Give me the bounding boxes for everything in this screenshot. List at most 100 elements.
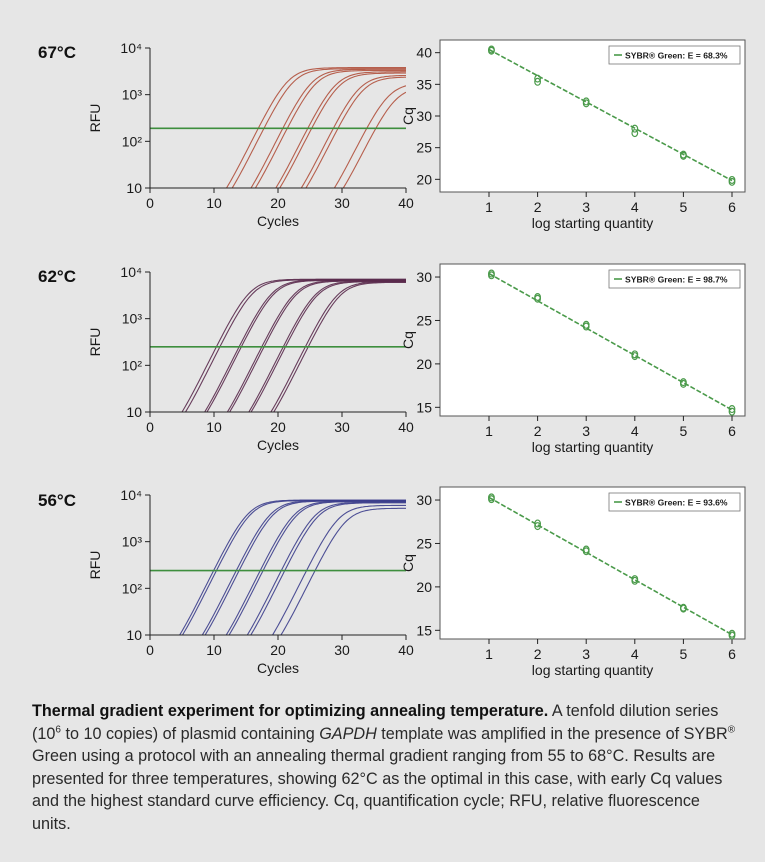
y-tick-label: 30 — [416, 269, 432, 285]
y-axis-label: RFU — [87, 104, 103, 133]
y-tick-label: 10² — [122, 357, 143, 373]
y-tick-label: 20 — [416, 171, 432, 187]
data-point — [488, 495, 495, 504]
temperature-label: 67°C — [38, 43, 76, 62]
x-tick-label: 40 — [398, 195, 414, 211]
y-tick-label: 10² — [122, 580, 143, 596]
y-tick-label: 35 — [416, 76, 432, 92]
caption-exponent: 6 — [55, 724, 61, 736]
x-tick-label: 6 — [728, 199, 736, 215]
x-tick-label: 1 — [485, 646, 493, 662]
y-tick-label: 10³ — [122, 311, 143, 327]
amplification-curve — [204, 279, 406, 412]
amplification-curve — [279, 72, 406, 188]
x-axis-label: log starting quantity — [532, 215, 653, 231]
amplification-curve — [275, 71, 406, 188]
y-tick-label: 25 — [416, 312, 432, 328]
amplification-curves — [181, 278, 406, 412]
x-tick-label: 30 — [334, 642, 350, 658]
data-point — [488, 271, 495, 280]
amplification-curve — [228, 501, 406, 635]
x-tick-label: 40 — [398, 642, 414, 658]
amplification-curve — [273, 281, 406, 412]
x-tick-label: 0 — [146, 419, 154, 435]
x-tick-label: 5 — [680, 646, 688, 662]
data-point — [582, 99, 590, 108]
y-tick-label: 10 — [126, 404, 142, 420]
x-tick-label: 40 — [398, 419, 414, 435]
y-tick-label: 20 — [416, 579, 432, 595]
legend-box — [608, 269, 741, 289]
amplification-curve — [225, 67, 406, 188]
data-point — [631, 352, 639, 361]
x-tick-label: 30 — [334, 419, 350, 435]
y-tick-label: 10⁴ — [120, 487, 142, 503]
data-point — [534, 77, 541, 86]
data-point — [728, 177, 736, 186]
amplification-curve — [250, 281, 406, 412]
x-axis-label: log starting quantity — [532, 662, 653, 678]
x-tick-label: 4 — [631, 199, 639, 215]
amplification-curves — [225, 67, 406, 188]
y-tick-label: 15 — [416, 622, 432, 638]
data-point — [728, 631, 736, 640]
x-tick-label: 2 — [534, 646, 542, 662]
caption-text: Green using a protocol with an annealing… — [32, 747, 723, 833]
standard-curve-fit — [488, 48, 733, 182]
x-tick-label: 3 — [582, 423, 590, 439]
y-tick-label: 25 — [416, 535, 432, 551]
amplification-curve — [250, 502, 406, 635]
amplification-curve — [225, 500, 406, 635]
figure-caption: Thermal gradient experiment for optimizi… — [32, 700, 737, 835]
y-tick-label: 40 — [416, 45, 432, 61]
temperature-label: 62°C — [38, 267, 76, 286]
x-tick-label: 6 — [728, 423, 736, 439]
data-point — [534, 74, 541, 83]
data-point — [534, 522, 541, 531]
x-axis-label: Cycles — [257, 660, 299, 676]
x-tick-label: 20 — [270, 195, 286, 211]
caption-gene: GAPDH — [319, 724, 377, 743]
y-axis-label: RFU — [87, 328, 103, 357]
amplification-curve — [179, 499, 406, 635]
x-tick-label: 3 — [582, 199, 590, 215]
x-tick-label: 20 — [270, 642, 286, 658]
amplification-curve — [254, 69, 406, 188]
x-tick-label: 5 — [680, 199, 688, 215]
amplification-curves — [179, 499, 406, 635]
standard-curve-frame — [439, 263, 746, 417]
x-tick-label: 2 — [534, 199, 542, 215]
y-axis-label: RFU — [87, 551, 103, 580]
y-tick-label: 10² — [122, 133, 143, 149]
caption-text: to 10 copies) of plasmid containing — [60, 724, 320, 743]
data-point — [534, 294, 541, 303]
data-point — [680, 379, 687, 388]
data-point — [582, 322, 590, 331]
x-tick-label: 20 — [270, 419, 286, 435]
y-tick-label: 10 — [126, 627, 142, 643]
amplification-curve — [342, 91, 406, 188]
x-tick-label: 2 — [534, 423, 542, 439]
caption-title: Thermal gradient experiment for optimizi… — [32, 702, 549, 720]
x-tick-label: 4 — [631, 646, 639, 662]
amplification-curve — [246, 501, 406, 635]
amplification-curve — [300, 74, 406, 188]
amplification-curve — [181, 278, 406, 412]
y-tick-label: 10⁴ — [120, 264, 142, 280]
y-axis-label: Cq — [400, 554, 416, 572]
temperature-label: 56°C — [38, 491, 76, 510]
caption-text: A tenfold dilution series (10 — [32, 702, 719, 743]
data-point — [680, 151, 687, 160]
y-tick-label: 10³ — [122, 87, 143, 103]
x-tick-label: 10 — [206, 642, 222, 658]
x-tick-label: 5 — [680, 423, 688, 439]
data-point — [631, 576, 639, 585]
x-axis-label: log starting quantity — [532, 439, 653, 455]
data-point — [631, 129, 639, 138]
data-point — [488, 46, 495, 55]
amplification-curve — [231, 68, 406, 188]
data-point — [728, 407, 736, 416]
y-tick-label: 10³ — [122, 534, 143, 550]
data-point — [631, 124, 639, 133]
amplification-curve — [333, 85, 406, 188]
